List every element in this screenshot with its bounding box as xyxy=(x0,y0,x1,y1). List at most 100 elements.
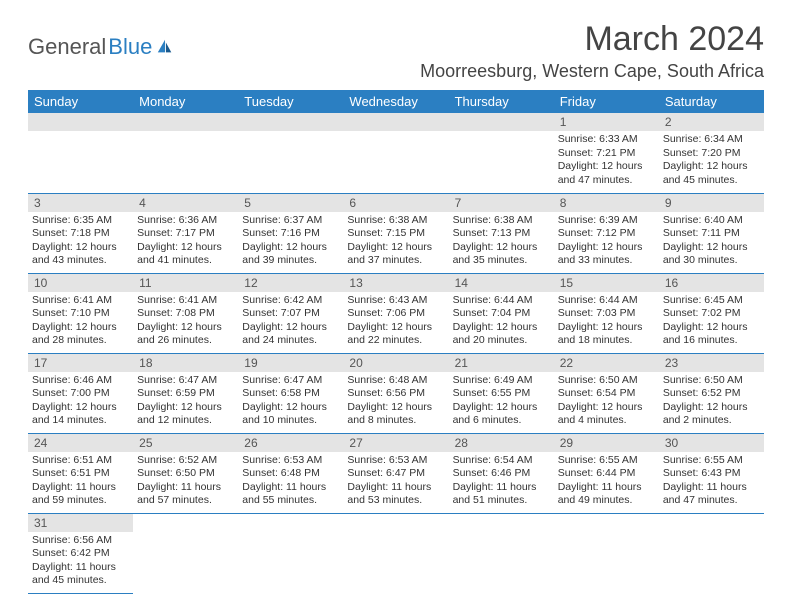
weekday-header: Monday xyxy=(133,90,238,113)
day-number: 27 xyxy=(343,434,448,452)
daylight-line: Daylight: 11 hours and 55 minutes. xyxy=(242,481,339,508)
sunrise-line: Sunrise: 6:36 AM xyxy=(137,214,234,228)
day-number: 12 xyxy=(238,274,343,292)
sunrise-line: Sunrise: 6:55 AM xyxy=(663,454,760,468)
daylight-line: Daylight: 12 hours and 26 minutes. xyxy=(137,321,234,348)
day-content: Sunrise: 6:41 AMSunset: 7:08 PMDaylight:… xyxy=(133,292,238,353)
empty-day-header xyxy=(133,113,238,131)
day-number: 21 xyxy=(449,354,554,372)
calendar-cell: 20Sunrise: 6:48 AMSunset: 6:56 PMDayligh… xyxy=(343,353,448,433)
empty-day-header xyxy=(449,113,554,131)
day-number: 26 xyxy=(238,434,343,452)
day-number: 16 xyxy=(659,274,764,292)
sunrise-line: Sunrise: 6:40 AM xyxy=(663,214,760,228)
day-number: 22 xyxy=(554,354,659,372)
sunset-line: Sunset: 6:46 PM xyxy=(453,467,550,481)
sunset-line: Sunset: 7:06 PM xyxy=(347,307,444,321)
day-content: Sunrise: 6:42 AMSunset: 7:07 PMDaylight:… xyxy=(238,292,343,353)
sunrise-line: Sunrise: 6:51 AM xyxy=(32,454,129,468)
sunset-line: Sunset: 7:18 PM xyxy=(32,227,129,241)
logo: General Blue xyxy=(28,34,174,60)
day-number: 7 xyxy=(449,194,554,212)
day-content: Sunrise: 6:35 AMSunset: 7:18 PMDaylight:… xyxy=(28,212,133,273)
sunset-line: Sunset: 6:47 PM xyxy=(347,467,444,481)
day-number: 18 xyxy=(133,354,238,372)
sunset-line: Sunset: 7:13 PM xyxy=(453,227,550,241)
day-content: Sunrise: 6:55 AMSunset: 6:44 PMDaylight:… xyxy=(554,452,659,513)
day-content: Sunrise: 6:52 AMSunset: 6:50 PMDaylight:… xyxy=(133,452,238,513)
sunrise-line: Sunrise: 6:33 AM xyxy=(558,133,655,147)
daylight-line: Daylight: 12 hours and 14 minutes. xyxy=(32,401,129,428)
daylight-line: Daylight: 11 hours and 53 minutes. xyxy=(347,481,444,508)
calendar-cell xyxy=(659,513,764,593)
calendar-cell xyxy=(343,113,448,193)
day-number: 25 xyxy=(133,434,238,452)
sunrise-line: Sunrise: 6:39 AM xyxy=(558,214,655,228)
calendar-week-row: 24Sunrise: 6:51 AMSunset: 6:51 PMDayligh… xyxy=(28,433,764,513)
sunset-line: Sunset: 7:16 PM xyxy=(242,227,339,241)
daylight-line: Daylight: 12 hours and 22 minutes. xyxy=(347,321,444,348)
day-content: Sunrise: 6:54 AMSunset: 6:46 PMDaylight:… xyxy=(449,452,554,513)
sunset-line: Sunset: 7:08 PM xyxy=(137,307,234,321)
calendar-week-row: 1Sunrise: 6:33 AMSunset: 7:21 PMDaylight… xyxy=(28,113,764,193)
calendar-cell: 30Sunrise: 6:55 AMSunset: 6:43 PMDayligh… xyxy=(659,433,764,513)
calendar-cell: 21 Sunrise: 6:49 AMSunset: 6:55 PMDayligh… xyxy=(449,353,554,433)
sunrise-line: Sunrise: 6:44 AM xyxy=(558,294,655,308)
daylight-line: Daylight: 12 hours and 4 minutes. xyxy=(558,401,655,428)
calendar-cell xyxy=(133,113,238,193)
calendar-table: SundayMondayTuesdayWednesdayThursdayFrid… xyxy=(28,90,764,594)
sunrise-line: Sunrise: 6:55 AM xyxy=(558,454,655,468)
sunset-line: Sunset: 7:07 PM xyxy=(242,307,339,321)
day-content: Sunrise: 6:38 AMSunset: 7:15 PMDaylight:… xyxy=(343,212,448,273)
daylight-line: Daylight: 12 hours and 6 minutes. xyxy=(453,401,550,428)
daylight-line: Daylight: 11 hours and 47 minutes. xyxy=(663,481,760,508)
calendar-week-row: 3Sunrise: 6:35 AMSunset: 7:18 PMDaylight… xyxy=(28,193,764,273)
weekday-header: Wednesday xyxy=(343,90,448,113)
calendar-cell: 22Sunrise: 6:50 AMSunset: 6:54 PMDayligh… xyxy=(554,353,659,433)
sunrise-line: Sunrise: 6:47 AM xyxy=(137,374,234,388)
day-content: Sunrise: 6:46 AMSunset: 7:00 PMDaylight:… xyxy=(28,372,133,433)
calendar-cell: 24Sunrise: 6:51 AMSunset: 6:51 PMDayligh… xyxy=(28,433,133,513)
day-number: 29 xyxy=(554,434,659,452)
logo-sail-icon xyxy=(156,38,174,56)
sunrise-line: Sunrise: 6:43 AM xyxy=(347,294,444,308)
calendar-cell: 16Sunrise: 6:45 AMSunset: 7:02 PMDayligh… xyxy=(659,273,764,353)
daylight-line: Daylight: 12 hours and 8 minutes. xyxy=(347,401,444,428)
sunrise-line: Sunrise: 6:37 AM xyxy=(242,214,339,228)
calendar-cell: 2Sunrise: 6:34 AMSunset: 7:20 PMDaylight… xyxy=(659,113,764,193)
calendar-cell: 5Sunrise: 6:37 AMSunset: 7:16 PMDaylight… xyxy=(238,193,343,273)
sunset-line: Sunset: 7:12 PM xyxy=(558,227,655,241)
day-number: 4 xyxy=(133,194,238,212)
daylight-line: Daylight: 12 hours and 41 minutes. xyxy=(137,241,234,268)
daylight-line: Daylight: 12 hours and 24 minutes. xyxy=(242,321,339,348)
sunset-line: Sunset: 7:02 PM xyxy=(663,307,760,321)
day-content: Sunrise: 6:34 AMSunset: 7:20 PMDaylight:… xyxy=(659,131,764,192)
month-title: March 2024 xyxy=(420,20,764,59)
daylight-line: Daylight: 12 hours and 47 minutes. xyxy=(558,160,655,187)
calendar-cell xyxy=(238,513,343,593)
calendar-cell: 19Sunrise: 6:47 AMSunset: 6:58 PMDayligh… xyxy=(238,353,343,433)
sunrise-line: Sunrise: 6:42 AM xyxy=(242,294,339,308)
calendar-cell: 9Sunrise: 6:40 AMSunset: 7:11 PMDaylight… xyxy=(659,193,764,273)
sunset-line: Sunset: 7:15 PM xyxy=(347,227,444,241)
sunset-line: Sunset: 7:20 PM xyxy=(663,147,760,161)
day-number: 28 xyxy=(449,434,554,452)
day-number: 5 xyxy=(238,194,343,212)
weekday-header: Sunday xyxy=(28,90,133,113)
day-number: 1 xyxy=(554,113,659,131)
daylight-line: Daylight: 12 hours and 33 minutes. xyxy=(558,241,655,268)
calendar-cell: 26Sunrise: 6:53 AMSunset: 6:48 PMDayligh… xyxy=(238,433,343,513)
sunrise-line: Sunrise: 6:49 AM xyxy=(453,374,550,388)
day-content: Sunrise: 6:38 AMSunset: 7:13 PMDaylight:… xyxy=(449,212,554,273)
sunrise-line: Sunrise: 6:34 AM xyxy=(663,133,760,147)
day-number: 14 xyxy=(449,274,554,292)
calendar-cell: 12Sunrise: 6:42 AMSunset: 7:07 PMDayligh… xyxy=(238,273,343,353)
sunset-line: Sunset: 7:11 PM xyxy=(663,227,760,241)
daylight-line: Daylight: 12 hours and 45 minutes. xyxy=(663,160,760,187)
sunset-line: Sunset: 6:55 PM xyxy=(453,387,550,401)
empty-day-header xyxy=(238,113,343,131)
day-content: Sunrise: 6:36 AMSunset: 7:17 PMDaylight:… xyxy=(133,212,238,273)
daylight-line: Daylight: 12 hours and 10 minutes. xyxy=(242,401,339,428)
sunset-line: Sunset: 6:56 PM xyxy=(347,387,444,401)
calendar-cell: 14Sunrise: 6:44 AMSunset: 7:04 PMDayligh… xyxy=(449,273,554,353)
